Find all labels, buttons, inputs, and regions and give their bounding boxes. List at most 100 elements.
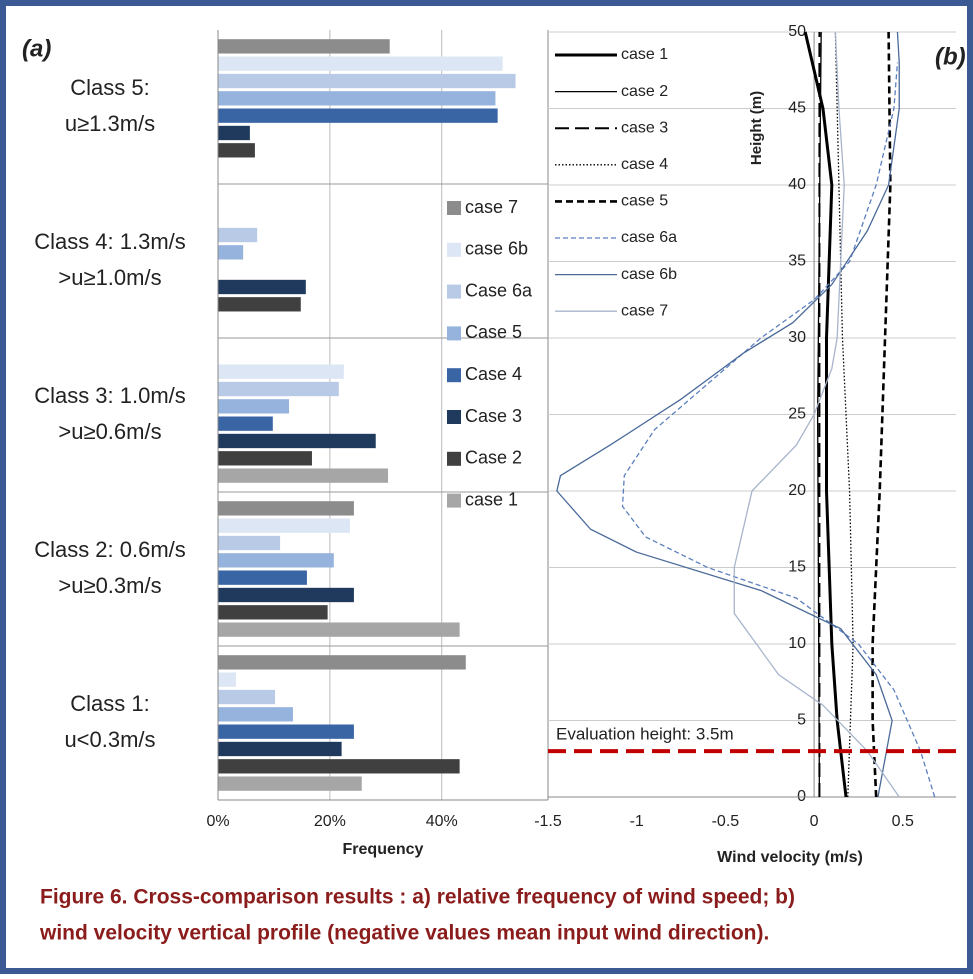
y-tick-label: 5 [797,712,806,729]
bar [218,73,516,89]
category-label: Class 1: [70,691,149,716]
legend-label: Case 6a [465,280,533,300]
bar [218,433,376,449]
profile-line [621,62,936,798]
bar [218,381,339,397]
legend-label: case 7 [621,302,668,319]
bar [218,553,334,568]
legend-label: case 1 [465,489,518,509]
legend-label: case 7 [465,197,518,217]
y-tick-label: 40 [788,176,806,193]
caption: Figure 6. Cross-comparison results : a) … [40,886,795,909]
x-tick-label: 0% [206,813,229,830]
bar [218,587,354,603]
x-tick-label: 20% [314,813,346,830]
bar [218,672,236,687]
profile-line [803,31,848,798]
bar [218,364,344,379]
legend-label: case 6a [621,229,677,246]
bar [218,707,293,722]
bar [218,655,466,670]
y-tick-label: 50 [788,23,806,40]
profile-line [733,31,900,798]
category-label: u<0.3m/s [64,727,155,752]
legend-swatch [447,451,461,466]
legend-label: case 2 [621,83,668,100]
x-tick-label: -1 [630,813,644,830]
legend-label: Case 4 [465,364,522,384]
y-tick-label: 15 [788,559,806,576]
x-axis-title: Frequency [343,841,424,858]
y-tick-label: 35 [788,253,806,270]
category-label: u≥1.3m/s [65,111,155,136]
legend-swatch [447,410,461,424]
bar [218,416,273,431]
bar [218,605,328,620]
x-tick-label: -1.5 [534,813,562,830]
legend-label: case 6b [621,266,677,283]
bar [218,56,503,71]
legend-swatch [447,493,461,508]
y-tick-label: 25 [788,406,806,423]
legend-label: case 4 [621,156,668,173]
panel-a-title: (a) [22,35,51,62]
bar [218,297,301,312]
legend-label: case 3 [621,119,668,136]
legend-swatch [447,242,461,257]
category-label: Class 4: 1.3m/s [34,229,186,254]
category-label: >u≥0.6m/s [58,419,161,444]
x-tick-label: 40% [426,813,458,830]
bar [218,518,350,533]
bar [218,279,306,295]
panel-b-title: (b) [935,43,966,70]
bar [218,501,354,516]
bar [218,535,281,551]
y-tick-label: 20 [788,482,806,499]
reference-label: Evaluation height: 3.5m [556,725,734,744]
legend-label: case 5 [621,193,668,210]
bar [218,776,362,791]
legend-label: Case 3 [465,406,522,426]
legend-label: Case 5 [465,322,522,342]
category-label: >u≥0.3m/s [58,573,161,598]
y-tick-label: 10 [788,635,806,652]
legend-label: case 1 [621,46,668,63]
profile-line [834,31,854,798]
legend-label: Case 2 [465,448,522,468]
x-tick-label: 0 [810,813,819,830]
bar [218,570,307,585]
x-tick-label: 0.5 [892,813,914,830]
bar [218,622,460,637]
y-tick-label: 45 [788,100,806,117]
x-tick-label: -0.5 [712,813,740,830]
bar [218,125,250,141]
legend-swatch [447,368,461,383]
y-axis-title: Height (m) [748,91,765,165]
bar [218,759,460,774]
bar [218,143,255,158]
y-tick-label: 30 [788,329,806,346]
bar [218,108,498,123]
bar [218,399,290,414]
category-label: Class 2: 0.6m/s [34,537,186,562]
legend-swatch [447,201,461,215]
legend-label: case 6b [465,239,528,259]
bar [218,689,276,705]
bar [218,245,244,260]
bar [218,451,312,466]
bar [218,39,390,54]
bar [218,227,258,243]
x-axis-title: Wind velocity (m/s) [717,849,863,866]
legend-swatch [447,326,461,341]
profile-line [556,31,900,798]
category-label: Class 3: 1.0m/s [34,383,186,408]
category-label: >u≥1.0m/s [58,265,161,290]
bar [218,91,496,106]
bar [218,741,342,757]
category-label: Class 5: [70,75,149,100]
caption: wind velocity vertical profile (negative… [39,922,769,945]
bar [218,468,389,483]
bar [218,724,354,739]
